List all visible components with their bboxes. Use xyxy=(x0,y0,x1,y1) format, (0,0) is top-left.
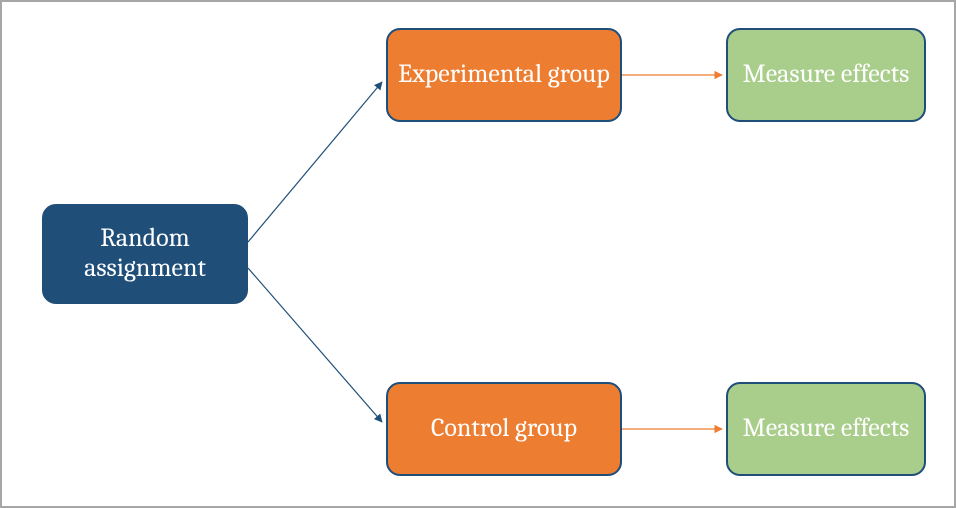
node-random-assignment: Random assignment xyxy=(42,204,248,304)
node-experimental-group: Experimental group xyxy=(386,28,622,122)
node-control-group: Control group xyxy=(386,382,622,476)
edge-random-to-ctrl xyxy=(248,268,382,422)
diagram-frame: Random assignment Experimental group Con… xyxy=(0,0,956,508)
node-measure-effects-bottom: Measure effects xyxy=(726,382,926,476)
node-label: Control group xyxy=(431,414,577,444)
node-label: Experimental group xyxy=(398,60,610,90)
node-label: Measure effects xyxy=(743,414,910,444)
node-measure-effects-top: Measure effects xyxy=(726,28,926,122)
node-label: Measure effects xyxy=(743,60,910,90)
edge-random-to-exp xyxy=(248,82,382,242)
node-label: Random assignment xyxy=(54,224,236,284)
